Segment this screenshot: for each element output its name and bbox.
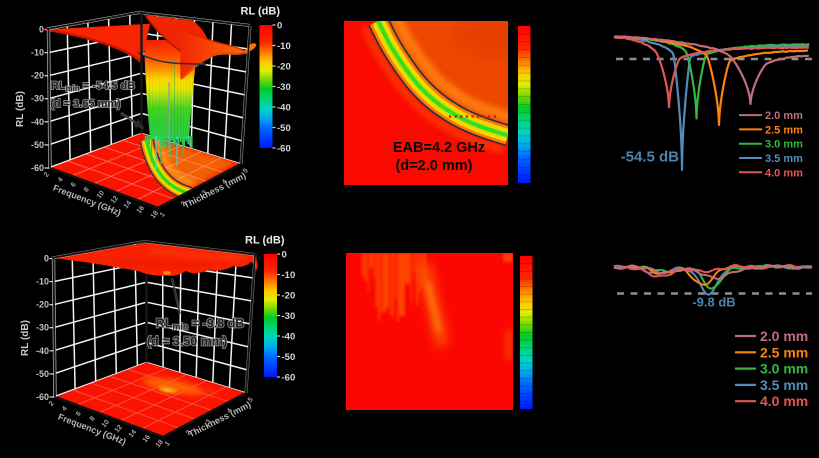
svg-text:-20: -20 <box>277 62 291 73</box>
svg-text:3.0 mm: 3.0 mm <box>760 361 808 377</box>
svg-text:-20: -20 <box>31 71 44 81</box>
svg-text:-50: -50 <box>282 352 296 363</box>
svg-text:RL (dB): RL (dB) <box>20 320 31 356</box>
svg-text:4: 4 <box>226 407 234 415</box>
svg-text:-60: -60 <box>277 144 291 155</box>
svg-text:4.0 mm: 4.0 mm <box>765 167 803 179</box>
svg-text:3: 3 <box>201 189 209 197</box>
svg-text:-40: -40 <box>277 103 291 114</box>
svg-text:4: 4 <box>57 176 65 184</box>
svg-text:-40: -40 <box>31 117 44 127</box>
svg-text:4: 4 <box>221 178 229 186</box>
svg-text:0: 0 <box>44 254 49 264</box>
svg-text:2.5 mm: 2.5 mm <box>765 124 803 136</box>
svg-text:RL (dB): RL (dB) <box>245 235 285 247</box>
svg-text:-20: -20 <box>282 291 296 302</box>
svg-text:0: 0 <box>39 25 44 35</box>
svg-text:2: 2 <box>43 171 51 179</box>
svg-text:EAB=4.2 GHz: EAB=4.2 GHz <box>393 140 485 156</box>
svg-text:-60: -60 <box>36 392 49 402</box>
svg-text:(d = 3.65 mm): (d = 3.65 mm) <box>50 98 121 110</box>
svg-text:-50: -50 <box>277 123 291 134</box>
svg-text:2.0 mm: 2.0 mm <box>760 328 808 344</box>
svg-text:6: 6 <box>70 181 78 189</box>
svg-text:6: 6 <box>75 410 83 418</box>
svg-text:-60: -60 <box>282 373 296 384</box>
svg-text:12: 12 <box>114 424 124 435</box>
svg-text:0: 0 <box>277 21 282 32</box>
svg-text:5: 5 <box>247 396 255 404</box>
svg-text:2.5 mm: 2.5 mm <box>760 344 808 360</box>
svg-text:3: 3 <box>205 418 213 426</box>
svg-text:5: 5 <box>242 167 250 175</box>
svg-text:16: 16 <box>136 205 146 216</box>
svg-text:RL (dB): RL (dB) <box>241 6 281 18</box>
svg-text:1: 1 <box>164 440 172 448</box>
svg-text:-60: -60 <box>31 163 44 173</box>
svg-text:-30: -30 <box>282 311 296 322</box>
svg-text:RLmin = -9.8 dB: RLmin = -9.8 dB <box>156 317 245 332</box>
svg-text:18: 18 <box>150 210 160 221</box>
svg-text:-10: -10 <box>31 48 44 58</box>
svg-text:18: 18 <box>155 439 165 450</box>
svg-text:-54.5 dB: -54.5 dB <box>621 149 680 166</box>
svg-text:10: 10 <box>101 419 111 430</box>
svg-text:RLmin = -54.5 dB: RLmin = -54.5 dB <box>51 80 135 93</box>
svg-text:-9.8 dB: -9.8 dB <box>692 295 735 310</box>
svg-text:16: 16 <box>142 434 152 445</box>
svg-text:-50: -50 <box>36 369 49 379</box>
svg-text:2: 2 <box>180 200 188 208</box>
svg-text:2: 2 <box>185 429 193 437</box>
svg-text:-20: -20 <box>36 300 49 310</box>
svg-text:-30: -30 <box>31 94 44 104</box>
svg-text:(d=2.0 mm): (d=2.0 mm) <box>396 158 473 174</box>
svg-text:4.0 mm: 4.0 mm <box>760 393 808 409</box>
svg-text:-10: -10 <box>36 277 49 287</box>
svg-text:14: 14 <box>123 200 133 211</box>
svg-text:-30: -30 <box>36 323 49 333</box>
svg-text:-50: -50 <box>31 140 44 150</box>
svg-text:-40: -40 <box>36 346 49 356</box>
svg-text:3.5 mm: 3.5 mm <box>765 153 803 165</box>
svg-text:8: 8 <box>83 186 91 194</box>
svg-text:(d = 3.50 mm): (d = 3.50 mm) <box>147 335 227 349</box>
svg-text:8: 8 <box>89 415 97 423</box>
svg-text:-10: -10 <box>277 41 291 52</box>
svg-text:-30: -30 <box>277 82 291 93</box>
svg-text:2: 2 <box>48 400 56 408</box>
svg-text:-40: -40 <box>282 332 296 343</box>
svg-text:RL (dB): RL (dB) <box>15 91 26 127</box>
svg-text:1: 1 <box>159 211 167 219</box>
svg-text:10: 10 <box>96 190 106 201</box>
svg-text:-10: -10 <box>282 270 296 281</box>
svg-text:3.5 mm: 3.5 mm <box>760 377 808 393</box>
svg-text:2.0 mm: 2.0 mm <box>765 110 803 122</box>
svg-text:4: 4 <box>61 405 69 413</box>
svg-text:3.0 mm: 3.0 mm <box>765 139 803 151</box>
svg-text:12: 12 <box>110 195 120 206</box>
svg-text:0: 0 <box>282 250 287 261</box>
svg-text:14: 14 <box>128 429 138 440</box>
